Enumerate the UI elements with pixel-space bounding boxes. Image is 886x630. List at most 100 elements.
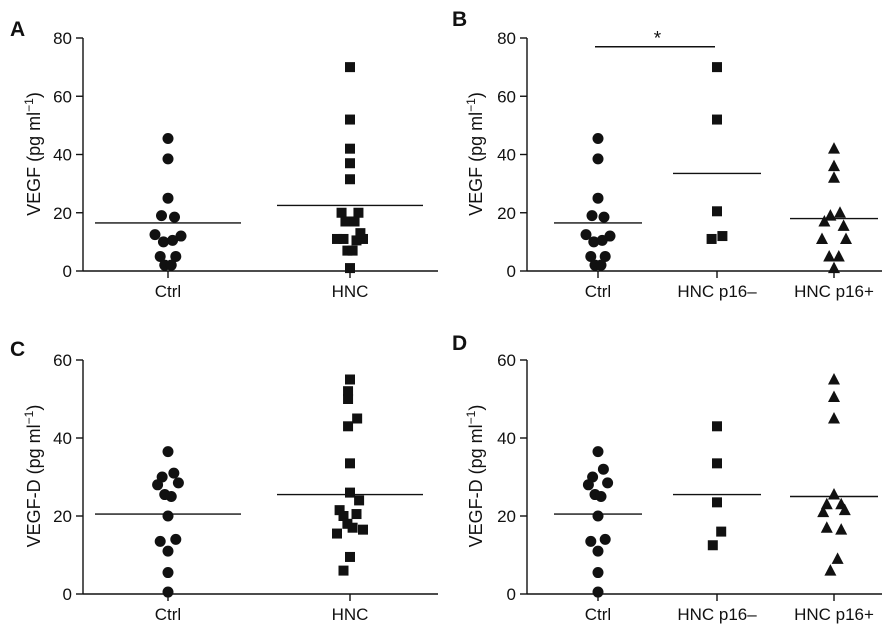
panel-d-y-tick-label: 60 [497, 351, 516, 370]
panel-c-group: C 0 20 40 60 VEGF-D (pg ml−1) Ctrl HNC [10, 338, 438, 624]
panel-a-point-0 [163, 133, 174, 144]
panel-b-point-1 [717, 231, 727, 241]
panel-a-point-0 [167, 235, 178, 246]
panel-c-point-1 [339, 566, 349, 576]
panel-b-y-tick-label: 0 [507, 262, 516, 281]
panel-c-point-1 [345, 488, 355, 498]
panel-c-point-1 [352, 509, 362, 519]
panel-c-y-axis-label-main: VEGF-D (pg ml [24, 424, 44, 547]
panel-a-point-1 [348, 246, 358, 256]
panel-d-point-0 [593, 446, 604, 457]
panel-a-y-tick-label: 40 [53, 146, 72, 165]
panel-b-x-tick-label: HNC p16+ [794, 282, 874, 301]
panel-d-point-2 [821, 521, 833, 533]
panel-c-y-tick-label: 60 [53, 351, 72, 370]
panel-c-point-0 [163, 511, 174, 522]
panel-d-point-1 [712, 497, 722, 507]
panel-d-point-2 [824, 564, 836, 576]
panel-c-point-0 [152, 479, 163, 490]
panel-b-y-tick-label: 40 [497, 146, 516, 165]
panel-b-point-2 [828, 262, 840, 274]
panel-b-y-axis-label-main: VEGF (pg ml [466, 112, 486, 216]
panel-d-point-0 [583, 479, 594, 490]
panel-b-significance-label: * [654, 29, 662, 50]
panel-c-point-0 [163, 446, 174, 457]
panel-c-point-0 [163, 567, 174, 578]
panel-b-point-2 [828, 171, 840, 183]
panel-d-point-2 [828, 391, 840, 403]
panel-c-point-1 [343, 394, 353, 404]
panel-b-point-0 [597, 235, 608, 246]
panel-b-point-0 [593, 193, 604, 204]
panel-a-point-1 [353, 208, 363, 218]
panel-b-point-2 [833, 250, 845, 262]
panel-a-y-tick-label: 20 [53, 204, 72, 223]
panel-a-point-1 [337, 208, 347, 218]
panel-b-point-1 [712, 62, 722, 72]
panel-c-point-1 [352, 414, 362, 424]
panel-c-point-0 [155, 536, 166, 547]
panel-a-point-1 [350, 216, 360, 226]
panel-d-point-2 [832, 552, 844, 564]
panel-b-point-0 [593, 153, 604, 164]
panel-d-point-0 [602, 477, 613, 488]
panel-a-x-tick-label: Ctrl [155, 282, 181, 301]
panel-c-point-1 [348, 523, 358, 533]
panel-b-x-tick-label: Ctrl [585, 282, 611, 301]
panel-b-point-0 [599, 212, 610, 223]
panel-a-y-axis-label-close: ) [24, 92, 44, 98]
panel-b-point-2 [828, 142, 840, 154]
panel-a-point-1 [345, 158, 355, 168]
panel-a-y-tick-label: 80 [53, 29, 72, 48]
panel-b-y-tick-label: 80 [497, 29, 516, 48]
panel-b-point-2 [838, 219, 850, 231]
panel-a-point-0 [156, 210, 167, 221]
panel-b-group: B 0 20 40 60 80 VEGF (pg ml−1) Ctrl HNC p16– HNC … [452, 8, 882, 301]
panel-c-point-1 [343, 421, 353, 431]
panel-c-y-axis-label-sup: −1 [22, 410, 36, 424]
panel-a-y-tick-label: 60 [53, 87, 72, 106]
panel-b-point-1 [712, 115, 722, 125]
panel-c-point-1 [332, 529, 342, 539]
panel-b-x-tick-label: HNC p16– [677, 282, 757, 301]
panel-d-y-tick-label: 20 [497, 507, 516, 526]
panel-b-point-0 [587, 210, 598, 221]
panel-c-y-tick-label: 40 [53, 429, 72, 448]
panel-a-point-0 [163, 153, 174, 164]
panel-a-point-0 [163, 193, 174, 204]
panel-a-point-0 [169, 212, 180, 223]
panel-d-y-tick-label: 0 [507, 585, 516, 604]
panel-a-point-1 [345, 174, 355, 184]
panel-d-y-tick-label: 40 [497, 429, 516, 448]
panel-b-point-2 [823, 250, 835, 262]
panel-c-point-1 [345, 375, 355, 385]
panel-a-point-0 [150, 229, 161, 240]
panel-d-y-axis-label-close: ) [466, 405, 486, 411]
panel-d-point-0 [593, 587, 604, 598]
panel-a-point-0 [166, 260, 177, 271]
panel-c-point-1 [345, 458, 355, 468]
panel-c-point-1 [354, 495, 364, 505]
panel-b-point-0 [593, 133, 604, 144]
panel-c-point-0 [168, 468, 179, 479]
panel-b-point-2 [840, 232, 852, 244]
panel-d-x-tick-label: Ctrl [585, 605, 611, 624]
panel-d-point-2 [835, 523, 847, 535]
panel-c-point-0 [170, 534, 181, 545]
panel-b-y-tick-label: 20 [497, 204, 516, 223]
panel-d-letter: D [452, 332, 467, 355]
panel-d-point-1 [708, 540, 718, 550]
panel-b-y-axis-label: VEGF (pg ml−1) [464, 92, 486, 216]
panel-b-point-1 [712, 206, 722, 216]
panel-a-point-1 [339, 234, 349, 244]
panel-d-point-0 [596, 491, 607, 502]
panel-a-point-1 [345, 263, 355, 273]
panel-c-point-1 [345, 552, 355, 562]
panel-d-x-tick-label: HNC p16+ [794, 605, 874, 624]
panel-b-point-2 [828, 160, 840, 172]
panel-d-point-1 [712, 421, 722, 431]
panel-b-y-axis-label-sup: −1 [464, 98, 478, 112]
panel-c-x-tick-label: Ctrl [155, 605, 181, 624]
panel-c-y-axis-label-close: ) [24, 405, 44, 411]
